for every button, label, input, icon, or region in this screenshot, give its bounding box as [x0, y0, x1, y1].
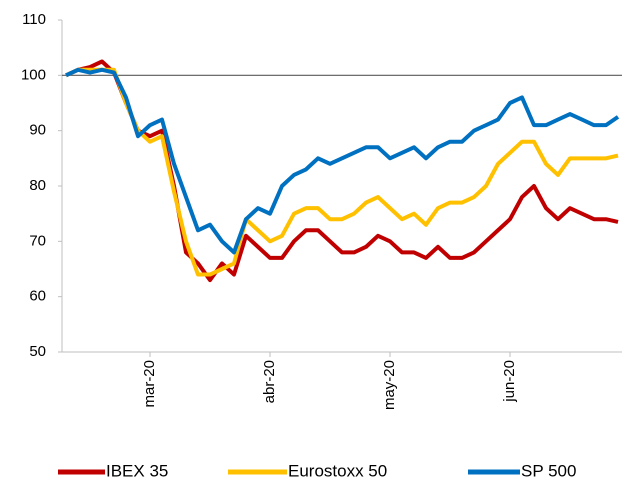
legend-label: IBEX 35 — [106, 461, 168, 480]
y-tick-label: 80 — [29, 177, 46, 194]
x-tick-label: jun-20 — [501, 360, 518, 403]
y-tick-label: 60 — [29, 288, 46, 305]
series-line — [65, 67, 620, 255]
y-tick-label: 50 — [29, 343, 46, 360]
x-tick-label: may-20 — [381, 360, 398, 410]
y-tick-label: 110 — [22, 11, 46, 28]
y-tick-label: 90 — [29, 122, 46, 139]
series-line — [65, 59, 619, 283]
x-tick-label: abr-20 — [261, 360, 278, 403]
y-tick-label: 70 — [29, 232, 46, 249]
series-line — [65, 67, 619, 277]
legend-label: SP 500 — [521, 461, 576, 480]
y-tick-label: 100 — [21, 66, 46, 83]
x-tick-label: mar-20 — [141, 360, 158, 408]
legend-label: Eurostoxx 50 — [288, 461, 387, 480]
